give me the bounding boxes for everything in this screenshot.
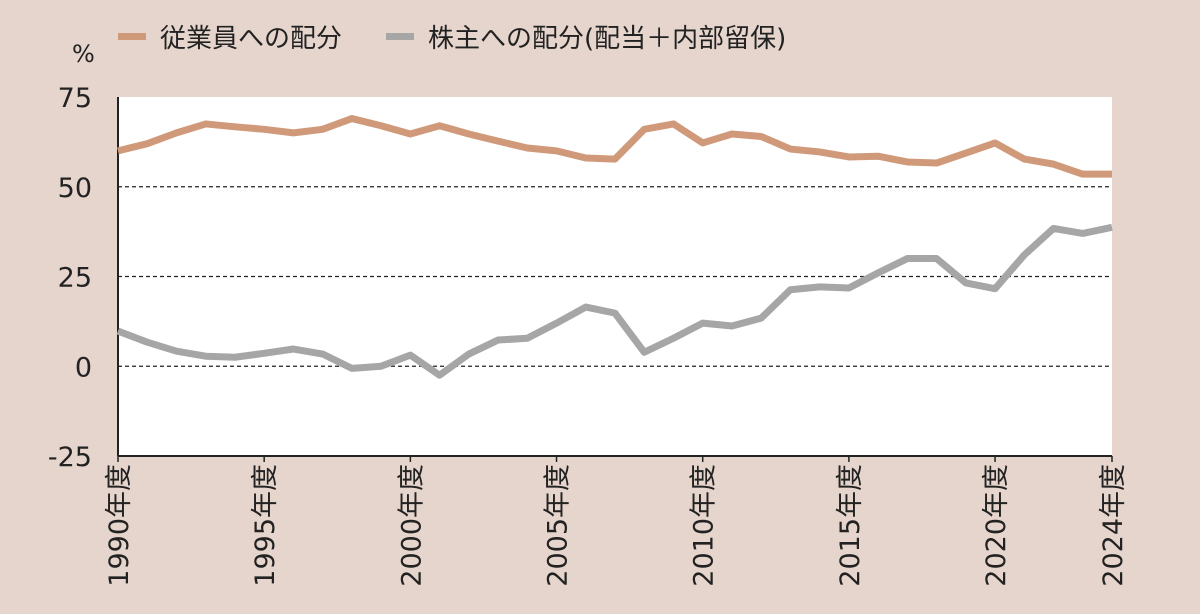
- x-tick-label: 2024年度: [1098, 464, 1129, 587]
- legend-item-shareholders: 株主への配分(配当＋内部留保): [386, 18, 786, 55]
- legend-label-employees: 従業員への配分: [160, 24, 343, 54]
- x-tick-label: 2005年度: [543, 464, 574, 587]
- y-tick-label: 25: [58, 263, 92, 294]
- y-tick-label: -25: [48, 442, 92, 473]
- legend-item-employees: 従業員への配分: [118, 18, 342, 55]
- x-tick-label: 2020年度: [981, 464, 1012, 587]
- x-tick-label: 1990年度: [104, 464, 135, 587]
- legend-label-shareholders: 株主への配分(配当＋内部留保): [428, 24, 787, 54]
- x-tick-label: 2010年度: [689, 464, 720, 587]
- x-tick-label: 2015年度: [835, 464, 866, 587]
- y-tick-label: 75: [58, 83, 92, 114]
- legend-swatch-shareholders: [386, 33, 415, 40]
- y-tick-label: 50: [58, 173, 92, 204]
- legend-swatch-employees: [118, 33, 146, 40]
- y-unit-label: %: [72, 40, 95, 68]
- x-tick-label: 2000年度: [396, 464, 427, 587]
- x-tick-label: 1995年度: [250, 464, 281, 587]
- y-tick-label: 0: [75, 352, 92, 383]
- legend: 従業員への配分 株主への配分(配当＋内部留保): [118, 18, 786, 55]
